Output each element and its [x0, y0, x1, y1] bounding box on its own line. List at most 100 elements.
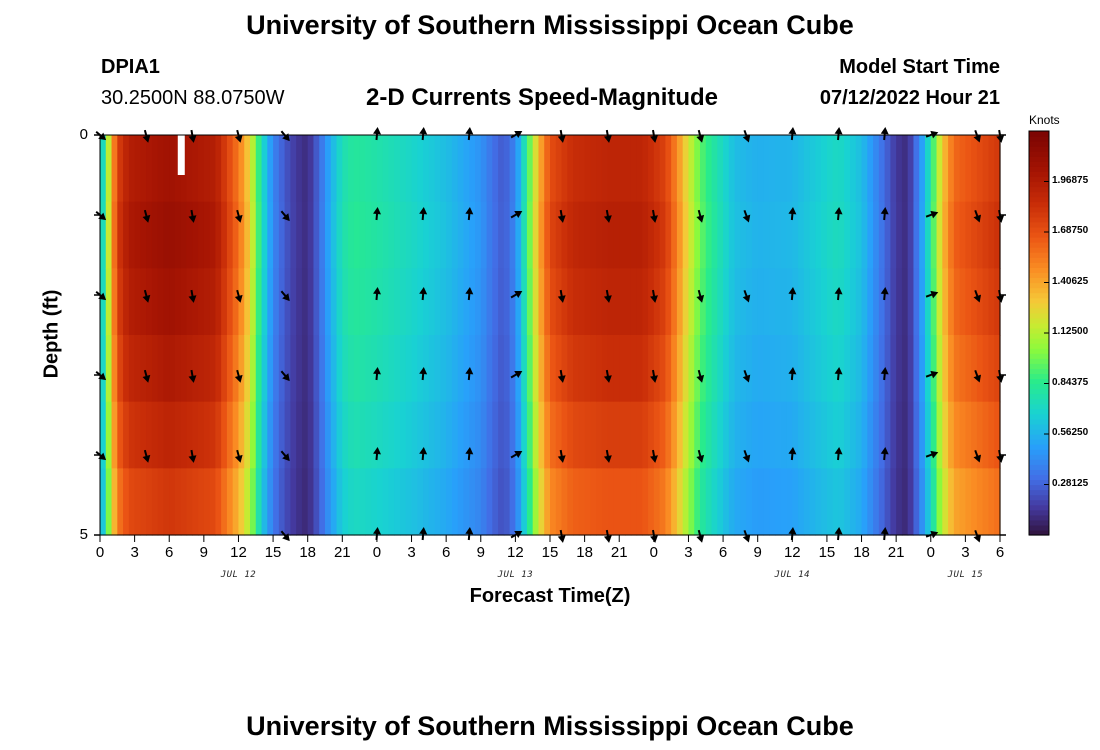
heatmap-cell: [567, 468, 574, 536]
heatmap-cell: [648, 201, 655, 269]
heatmap-cell: [988, 468, 995, 536]
colorbar-segment: [1029, 418, 1049, 425]
heatmap-cell: [446, 201, 453, 269]
heatmap-cell: [238, 468, 245, 536]
heatmap-cell: [469, 468, 476, 536]
heatmap-cell: [128, 335, 136, 403]
heatmap-cell: [746, 201, 753, 269]
heatmap-cell: [348, 468, 355, 536]
heatmap-cell: [440, 268, 447, 336]
heatmap-cell: [503, 268, 511, 336]
x-tick-label: 12: [783, 544, 801, 561]
current-arrow: [788, 367, 797, 381]
heatmap-cell: [521, 401, 528, 469]
heatmap-cell: [342, 268, 349, 336]
heatmap-cell: [740, 268, 747, 336]
heatmap-cell: [936, 335, 943, 403]
heatmap-cell: [428, 468, 436, 536]
heatmap-cell: [532, 335, 540, 403]
heatmap-cell: [290, 268, 297, 336]
currents-heatmap-chart: [94, 127, 1006, 543]
heatmap-cell: [890, 401, 897, 469]
heatmap-cell: [151, 401, 159, 469]
heatmap-cell: [238, 135, 245, 203]
current-arrow: [650, 369, 658, 383]
heatmap-cell: [959, 268, 966, 336]
heatmap-cell: [486, 468, 493, 536]
heatmap-cell: [290, 135, 297, 203]
current-arrow: [280, 290, 290, 302]
heatmap-cell: [567, 401, 574, 469]
heatmap-cell: [480, 201, 488, 269]
heatmap-cell: [809, 268, 816, 336]
heatmap-cell: [775, 468, 782, 536]
heatmap-cell: [861, 268, 868, 336]
heatmap-cell: [405, 135, 413, 203]
heatmap-cell: [838, 335, 845, 403]
current-arrow: [996, 209, 1005, 223]
heatmap-cell: [740, 468, 747, 536]
heatmap-cell: [123, 468, 130, 536]
heatmap-cell: [284, 401, 291, 469]
heatmap-cell: [809, 335, 816, 403]
heatmap-cell: [151, 135, 159, 203]
heatmap-cell: [503, 468, 511, 536]
heatmap-cell: [671, 135, 678, 203]
heatmap-cell: [538, 268, 545, 336]
heatmap-cell: [100, 135, 107, 203]
heatmap-cell: [146, 468, 153, 536]
heatmap-cell: [486, 201, 493, 269]
heatmap-cell: [123, 401, 130, 469]
current-arrow: [880, 447, 889, 461]
current-arrow: [925, 210, 939, 219]
heatmap-cell: [319, 135, 326, 203]
heatmap-cell: [734, 401, 741, 469]
heatmap-cell: [994, 201, 1001, 269]
heatmap-cell: [728, 268, 736, 336]
heatmap-cell: [676, 401, 684, 469]
heatmap-cell: [832, 335, 840, 403]
current-arrow: [557, 449, 566, 463]
heatmap-cell: [215, 401, 222, 469]
heatmap-cell: [596, 201, 603, 269]
heatmap-cell: [792, 201, 799, 269]
heatmap-cell: [250, 401, 257, 469]
heatmap-cell: [140, 201, 147, 269]
current-arrow: [510, 531, 523, 539]
current-arrow: [188, 209, 197, 223]
heatmap-cell: [688, 135, 695, 203]
heatmap-cell: [175, 401, 182, 469]
heatmap-cell: [590, 201, 597, 269]
heatmap-cell: [198, 335, 205, 403]
heatmap-cell: [625, 335, 632, 403]
heatmap-cell: [705, 135, 713, 203]
heatmap-cell: [878, 201, 886, 269]
heatmap-cell: [198, 268, 205, 336]
heatmap-cell: [457, 268, 465, 336]
heatmap-cell: [682, 135, 690, 203]
heatmap-cell: [434, 135, 441, 203]
heatmap-cell: [198, 401, 205, 469]
heatmap-cell: [475, 335, 482, 403]
heatmap-cell: [221, 468, 228, 536]
current-arrow: [280, 210, 290, 222]
heatmap-cell: [786, 268, 793, 336]
heatmap-cell: [515, 135, 522, 203]
heatmap-cell: [313, 268, 320, 336]
heatmap-cell: [105, 268, 113, 336]
heatmap-cell: [509, 468, 516, 536]
heatmap-cell: [509, 201, 516, 269]
heatmap-cell: [267, 401, 274, 469]
heatmap-cell: [728, 201, 736, 269]
colorbar-segment: [1029, 242, 1049, 248]
heatmap-cell: [365, 335, 372, 403]
heatmap-cell: [221, 401, 228, 469]
heatmap-cell: [619, 268, 626, 336]
heatmap-cell: [780, 401, 788, 469]
heatmap-cell: [884, 201, 891, 269]
heatmap-cell: [319, 468, 326, 536]
heatmap-cell: [498, 401, 505, 469]
heatmap-cell: [526, 401, 534, 469]
heatmap-cell: [780, 468, 788, 536]
heatmap-cell: [111, 401, 118, 469]
